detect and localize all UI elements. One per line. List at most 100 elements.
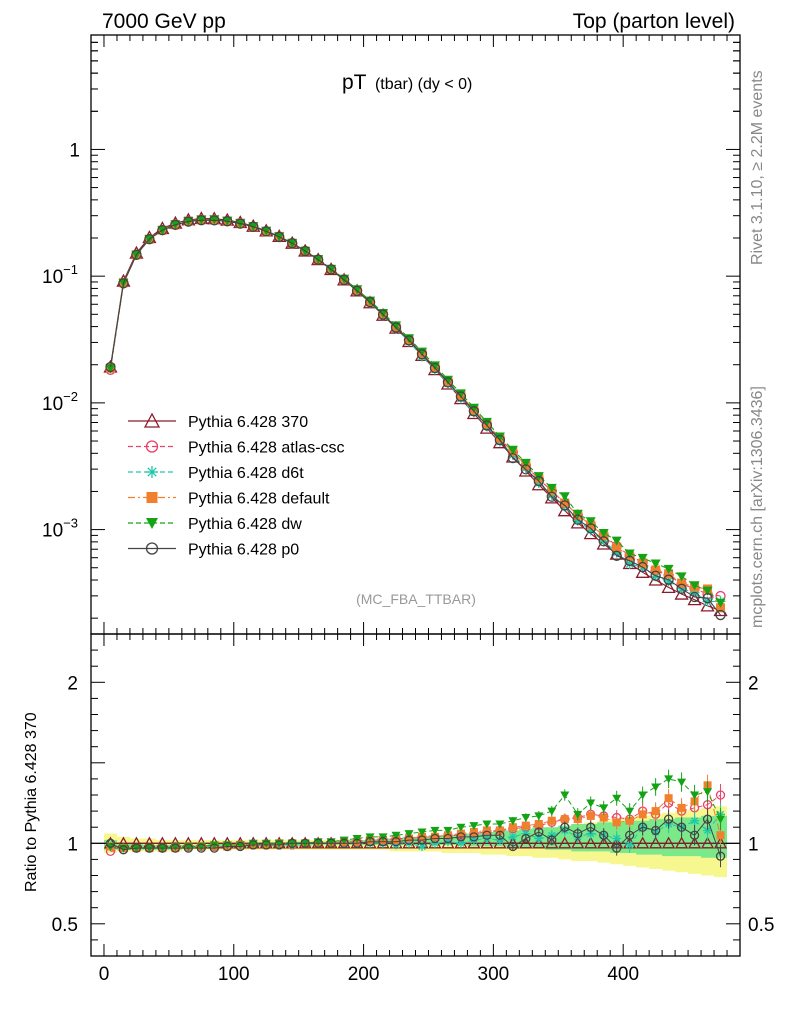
ratio-point (339, 838, 349, 848)
series-pythia-6-428-p0-ratio (105, 808, 726, 868)
ratio-point (131, 844, 141, 853)
legend-marker (143, 412, 161, 428)
data-point (611, 536, 622, 546)
series-pythia-6-428-dw-ratio (105, 769, 726, 853)
data-point (663, 564, 674, 574)
x-tick-label: 0 (99, 964, 110, 985)
ratio-point (391, 837, 401, 847)
series-ratio-line (110, 818, 721, 857)
ratio-point (404, 838, 414, 848)
data-point (559, 492, 570, 502)
ratio-point (534, 827, 544, 837)
ratio-point (534, 812, 544, 821)
ratio-point (352, 838, 362, 848)
data-point (351, 285, 363, 297)
ratio-point (417, 842, 427, 852)
ratio-point (571, 836, 585, 849)
ratio-point (612, 794, 622, 803)
ratio-point (456, 832, 466, 842)
y-tick-label: 10−3 (42, 516, 78, 542)
analysis-label: (MC_FBA_TTBAR) (356, 591, 476, 607)
data-point (624, 555, 635, 566)
ratio-point (560, 815, 569, 824)
data-point (429, 362, 441, 374)
ratio-point (248, 840, 258, 850)
ratio-point (480, 836, 494, 849)
data-point (105, 361, 116, 373)
series-line (109, 219, 721, 616)
ratio-point (196, 843, 206, 853)
data-point (572, 514, 583, 525)
ratio-point (508, 841, 518, 852)
ratio-point (365, 837, 375, 847)
data-point (572, 515, 583, 526)
data-point (312, 254, 324, 265)
series-ratio-line (110, 778, 721, 849)
ratio-point (274, 840, 284, 850)
data-point (261, 226, 272, 237)
data-point (611, 550, 622, 561)
ratio-band-green (103, 815, 728, 858)
ratio-point (687, 836, 702, 849)
ratio-point (391, 831, 401, 840)
data-point (494, 432, 505, 442)
ratio-point (586, 811, 595, 820)
ratio-point (677, 778, 687, 787)
ratio-point (391, 840, 401, 850)
header-energy-label: 7000 GeV pp (102, 10, 226, 33)
ratio-point (417, 828, 427, 837)
ratio-point (392, 836, 401, 845)
x-tick-label: 300 (478, 964, 510, 985)
data-point (248, 221, 259, 232)
ratio-point (495, 835, 505, 845)
legend-label: Pythia 6.428 default (188, 491, 330, 508)
ratio-point (261, 840, 271, 850)
data-point (624, 549, 635, 559)
data-point (118, 278, 129, 289)
data-point (585, 525, 596, 536)
data-point (533, 475, 544, 487)
ratio-point (650, 825, 661, 836)
data-point (572, 509, 583, 519)
ratio-point (625, 807, 635, 816)
main-plot: 10−3 10−2 10−1 1 (42, 34, 741, 635)
legend-item: Pythia 6.428 default (128, 491, 330, 508)
ratio-point (469, 822, 479, 831)
ratio-point (573, 810, 583, 819)
data-point (364, 297, 376, 308)
legend-label: Pythia 6.428 370 (188, 414, 308, 431)
ratio-point (441, 836, 455, 849)
data-point (403, 335, 415, 346)
data-point (687, 592, 702, 606)
ratio-point (287, 838, 297, 848)
ratio-point (430, 826, 440, 835)
data-point (650, 559, 661, 569)
ratio-point (456, 829, 465, 838)
ratio-point (405, 834, 414, 843)
ratio-point (443, 831, 452, 840)
data-point (585, 523, 596, 534)
ratio-point (521, 814, 531, 823)
ratio-point (157, 844, 167, 853)
data-point (144, 233, 155, 245)
ratio-point (636, 836, 650, 849)
ratio-point (430, 833, 440, 844)
data-point (715, 609, 726, 621)
data-point (650, 570, 661, 581)
y-tick-label: 10−1 (42, 262, 78, 288)
ratio-point (521, 833, 531, 844)
series-ratio-line (110, 813, 721, 849)
data-point (702, 586, 713, 596)
data-point (598, 529, 609, 539)
ratio-point (469, 835, 479, 845)
ratio-point (495, 826, 504, 835)
ratio-point (443, 833, 453, 844)
ratio-point (702, 814, 713, 824)
ratio-point (508, 823, 517, 832)
data-point (677, 578, 687, 588)
ratio-point (404, 830, 414, 839)
data-point (663, 576, 674, 587)
ratio-point (716, 815, 726, 824)
ratio-point (339, 836, 349, 845)
legend-item: Pythia 6.428 370 (128, 412, 308, 431)
